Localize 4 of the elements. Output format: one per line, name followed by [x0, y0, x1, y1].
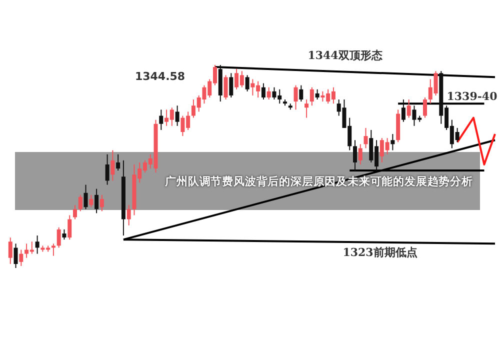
annotation: 1323前期低点 — [342, 246, 418, 259]
annotation: 1339-40 — [446, 90, 498, 103]
annotation: 1344.58 — [134, 70, 186, 83]
text: 1344双顶形态 — [308, 49, 384, 62]
